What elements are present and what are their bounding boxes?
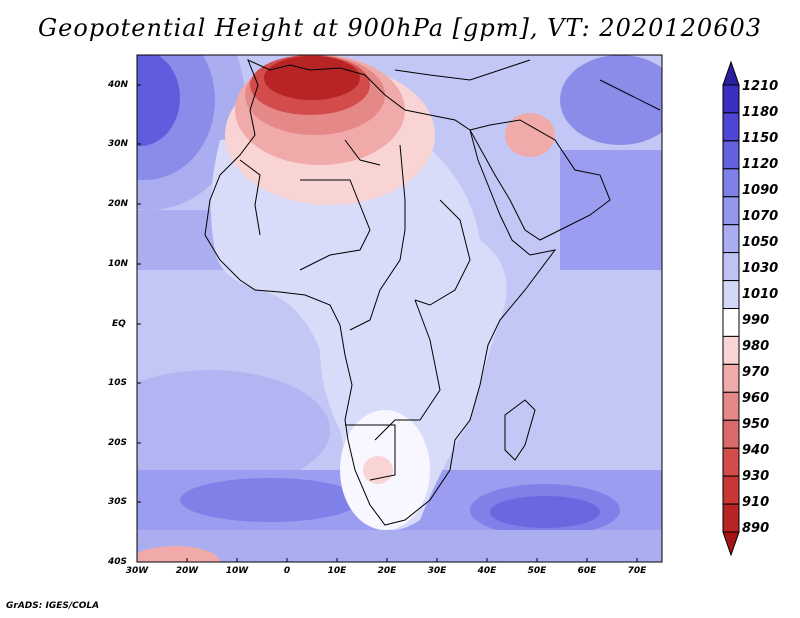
colorbar-label-980: 980: [742, 339, 770, 354]
colorbar-label-950: 950: [742, 417, 770, 432]
lat-label-40n: 40N: [108, 80, 129, 90]
colorbar-label-1010: 1010: [742, 287, 779, 302]
colorbar-box: [722, 447, 740, 477]
lon-label-20e: 20E: [377, 566, 397, 576]
colorbar-box: [722, 224, 740, 254]
lat-label-10n: 10N: [108, 259, 129, 269]
colorbar-label-970: 970: [742, 365, 770, 380]
lon-label-0: 0: [283, 566, 291, 576]
colorbar-box: [722, 252, 740, 282]
colorbar-label-930: 930: [742, 469, 770, 484]
lon-label-20w: 20W: [175, 566, 199, 576]
colorbar-boxes: [722, 84, 740, 533]
colorbar-box: [722, 196, 740, 226]
colorbar-label-890: 890: [742, 521, 770, 536]
colorbar-label-940: 940: [742, 443, 770, 458]
colorbar-label-1210: 1210: [742, 79, 779, 94]
lon-label-70e: 70E: [627, 566, 647, 576]
coastlines: [204, 59, 661, 526]
colorbar-box: [722, 84, 740, 114]
lon-label-10e: 10E: [327, 566, 347, 576]
colorbar-label-1030: 1030: [742, 261, 779, 276]
lat-label-30n: 30N: [108, 139, 129, 149]
colorbar-box: [722, 419, 740, 449]
colorbar: [722, 60, 740, 557]
colorbar-box: [722, 335, 740, 365]
colorbar-box: [722, 391, 740, 421]
grads-credit: GrADS: IGES/COLA: [6, 601, 100, 611]
lat-label-20s: 20S: [108, 438, 128, 448]
lon-label-60e: 60E: [577, 566, 597, 576]
plot-frame: [136, 54, 663, 563]
lon-label-10w: 10W: [225, 566, 249, 576]
colorbar-label-960: 960: [742, 391, 770, 406]
axis-ticks: [137, 84, 638, 562]
colorbar-box: [722, 112, 740, 142]
lon-label-50e: 50E: [527, 566, 547, 576]
colorbar-top-arrow: [722, 60, 740, 86]
colorbar-label-1070: 1070: [742, 209, 779, 224]
lat-label-eq: EQ: [112, 319, 126, 329]
lat-label-10s: 10S: [108, 378, 128, 388]
colorbar-label-1120: 1120: [742, 157, 779, 172]
colorbar-label-910: 910: [742, 495, 770, 510]
colorbar-box: [722, 280, 740, 310]
colorbar-bottom-arrow: [722, 531, 740, 557]
colorbar-box: [722, 168, 740, 198]
colorbar-box: [722, 140, 740, 170]
lon-label-30e: 30E: [427, 566, 447, 576]
lat-label-30s: 30S: [108, 497, 128, 507]
map-title: Geopotential Height at 900hPa [gpm], VT:…: [38, 14, 762, 42]
colorbar-box: [722, 475, 740, 505]
colorbar-box: [722, 503, 740, 533]
lat-label-20n: 20N: [108, 199, 129, 209]
colorbar-box: [722, 308, 740, 337]
height-field: [137, 55, 662, 562]
colorbar-label-1090: 1090: [742, 183, 779, 198]
lon-label-30w: 30W: [125, 566, 149, 576]
colorbar-label-1150: 1150: [742, 131, 779, 146]
colorbar-box: [722, 363, 740, 393]
colorbar-label-1050: 1050: [742, 235, 779, 250]
colorbar-label-1180: 1180: [742, 105, 779, 120]
lat-label-40s: 40S: [108, 557, 128, 567]
lon-label-40e: 40E: [477, 566, 497, 576]
colorbar-label-990: 990: [742, 313, 770, 328]
